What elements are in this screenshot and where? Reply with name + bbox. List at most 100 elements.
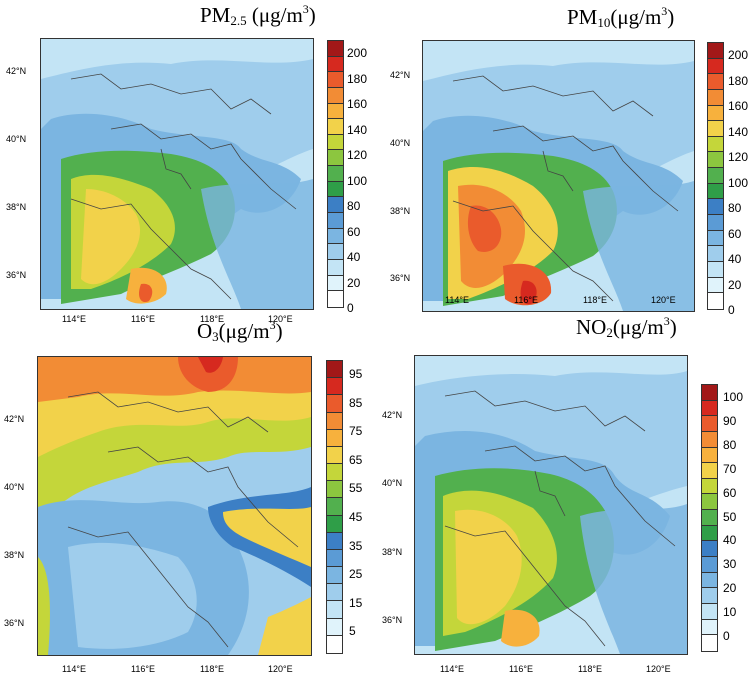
lat-label: 42°N (390, 70, 411, 80)
colorbar-swatch (327, 601, 342, 619)
lat-label: 40°N (4, 482, 25, 492)
colorbar-label: 10 (723, 605, 737, 620)
colorbar-label: 80 (347, 199, 361, 213)
colorbar-swatch (327, 567, 342, 585)
colorbar (326, 360, 343, 654)
colorbar-swatch (702, 447, 717, 464)
colorbar-swatch (708, 43, 723, 59)
colorbar-swatch (708, 58, 723, 75)
colorbar-label: 200 (347, 46, 368, 60)
colorbar-swatch (702, 557, 717, 573)
map-pm25 (40, 38, 314, 310)
colorbar (707, 42, 724, 310)
lon-label: 114°E (445, 295, 469, 305)
colorbar-swatch (708, 215, 723, 231)
panel-title: PM2.5 (μg/m3) (200, 2, 316, 28)
colorbar-swatch (327, 481, 342, 499)
colorbar-label: 5 (349, 624, 356, 639)
colorbar-label: 120 (347, 148, 368, 162)
colorbar-label: 20 (723, 581, 737, 596)
lon-label: 118°E (200, 314, 224, 324)
colorbar-label: 60 (347, 224, 361, 239)
colorbar-swatch (328, 56, 343, 73)
colorbar-label: 30 (723, 557, 737, 572)
lat-label: 40°N (382, 478, 403, 488)
lon-label: 118°E (200, 664, 224, 674)
lon-label: 120°E (268, 664, 293, 674)
colorbar-label: 100 (347, 173, 368, 188)
colorbar-swatch (327, 395, 342, 413)
lat-label: 42°N (4, 414, 25, 424)
colorbar-label: 75 (349, 424, 363, 439)
colorbar-swatch (708, 152, 723, 169)
colorbar-swatch (702, 541, 717, 558)
lon-label: 120°E (646, 664, 671, 674)
colorbar-label: 55 (349, 481, 363, 496)
colorbar-label: 120 (728, 150, 749, 164)
lat-label: 36°N (390, 273, 411, 283)
colorbar-swatch (702, 635, 717, 651)
lon-label: 116°E (131, 314, 155, 324)
map-o3 (37, 356, 312, 656)
colorbar-label: 100 (723, 390, 744, 404)
colorbar-swatch (327, 635, 342, 653)
colorbar-swatch (702, 431, 717, 448)
colorbar-label: 100 (728, 175, 749, 190)
colorbar-label: 90 (723, 413, 737, 428)
colorbar-swatch (708, 74, 723, 90)
lon-label: 116°E (131, 664, 155, 674)
lon-label: 118°E (583, 295, 607, 305)
lon-label: 114°E (440, 664, 464, 674)
colorbar-swatch (328, 291, 343, 307)
colorbar-label: 180 (347, 71, 368, 86)
colorbar-label: 95 (349, 367, 363, 381)
colorbar-swatch (708, 293, 723, 309)
panel-title: O3(μg/m3) (197, 318, 283, 344)
colorbar-swatch (708, 136, 723, 153)
colorbar-swatch (708, 246, 723, 262)
colorbar-swatch (327, 584, 342, 602)
colorbar-swatch (708, 89, 723, 106)
colorbar-swatch (328, 228, 343, 245)
panel-title: PM10(μg/m3) (567, 4, 675, 30)
colorbar-label: 80 (723, 437, 737, 452)
lon-label: 120°E (268, 314, 293, 324)
colorbar-label: 160 (347, 97, 368, 111)
colorbar-swatch (702, 416, 717, 432)
colorbar-label: 140 (347, 122, 368, 137)
lat-label: 38°N (382, 547, 403, 557)
colorbar-label: 70 (723, 461, 737, 476)
lat-label: 36°N (6, 270, 27, 280)
colorbar-label: 0 (728, 303, 735, 317)
colorbar-swatch (328, 181, 343, 198)
colorbar-swatch (708, 199, 723, 216)
lat-label: 40°N (390, 138, 411, 148)
lon-label: 118°E (578, 664, 602, 674)
lat-label: 36°N (4, 618, 25, 628)
colorbar-swatch (708, 183, 723, 200)
lon-label: 116°E (514, 295, 538, 305)
colorbar-swatch (327, 532, 342, 550)
map-no2 (414, 355, 688, 655)
colorbar (327, 40, 344, 308)
colorbar-label: 15 (349, 595, 363, 610)
colorbar-label: 65 (349, 452, 363, 467)
colorbar-label: 160 (728, 99, 749, 113)
panel-title: NO2(μg/m3) (576, 314, 677, 340)
lon-label: 120°E (651, 295, 676, 305)
colorbar-swatch (328, 150, 343, 167)
colorbar-label: 45 (349, 510, 363, 524)
colorbar-swatch (327, 498, 342, 516)
colorbar-label: 0 (347, 301, 354, 315)
colorbar-swatch (327, 412, 342, 430)
colorbar-swatch (708, 261, 723, 278)
lat-label: 36°N (382, 615, 403, 625)
colorbar-swatch (328, 166, 343, 182)
colorbar-swatch (328, 213, 343, 229)
colorbar-swatch (702, 510, 717, 526)
colorbar-label: 20 (347, 275, 361, 290)
colorbar-label: 40 (728, 252, 742, 266)
colorbar-swatch (708, 121, 723, 137)
lat-label: 38°N (4, 550, 25, 560)
colorbar-swatch (327, 429, 342, 447)
